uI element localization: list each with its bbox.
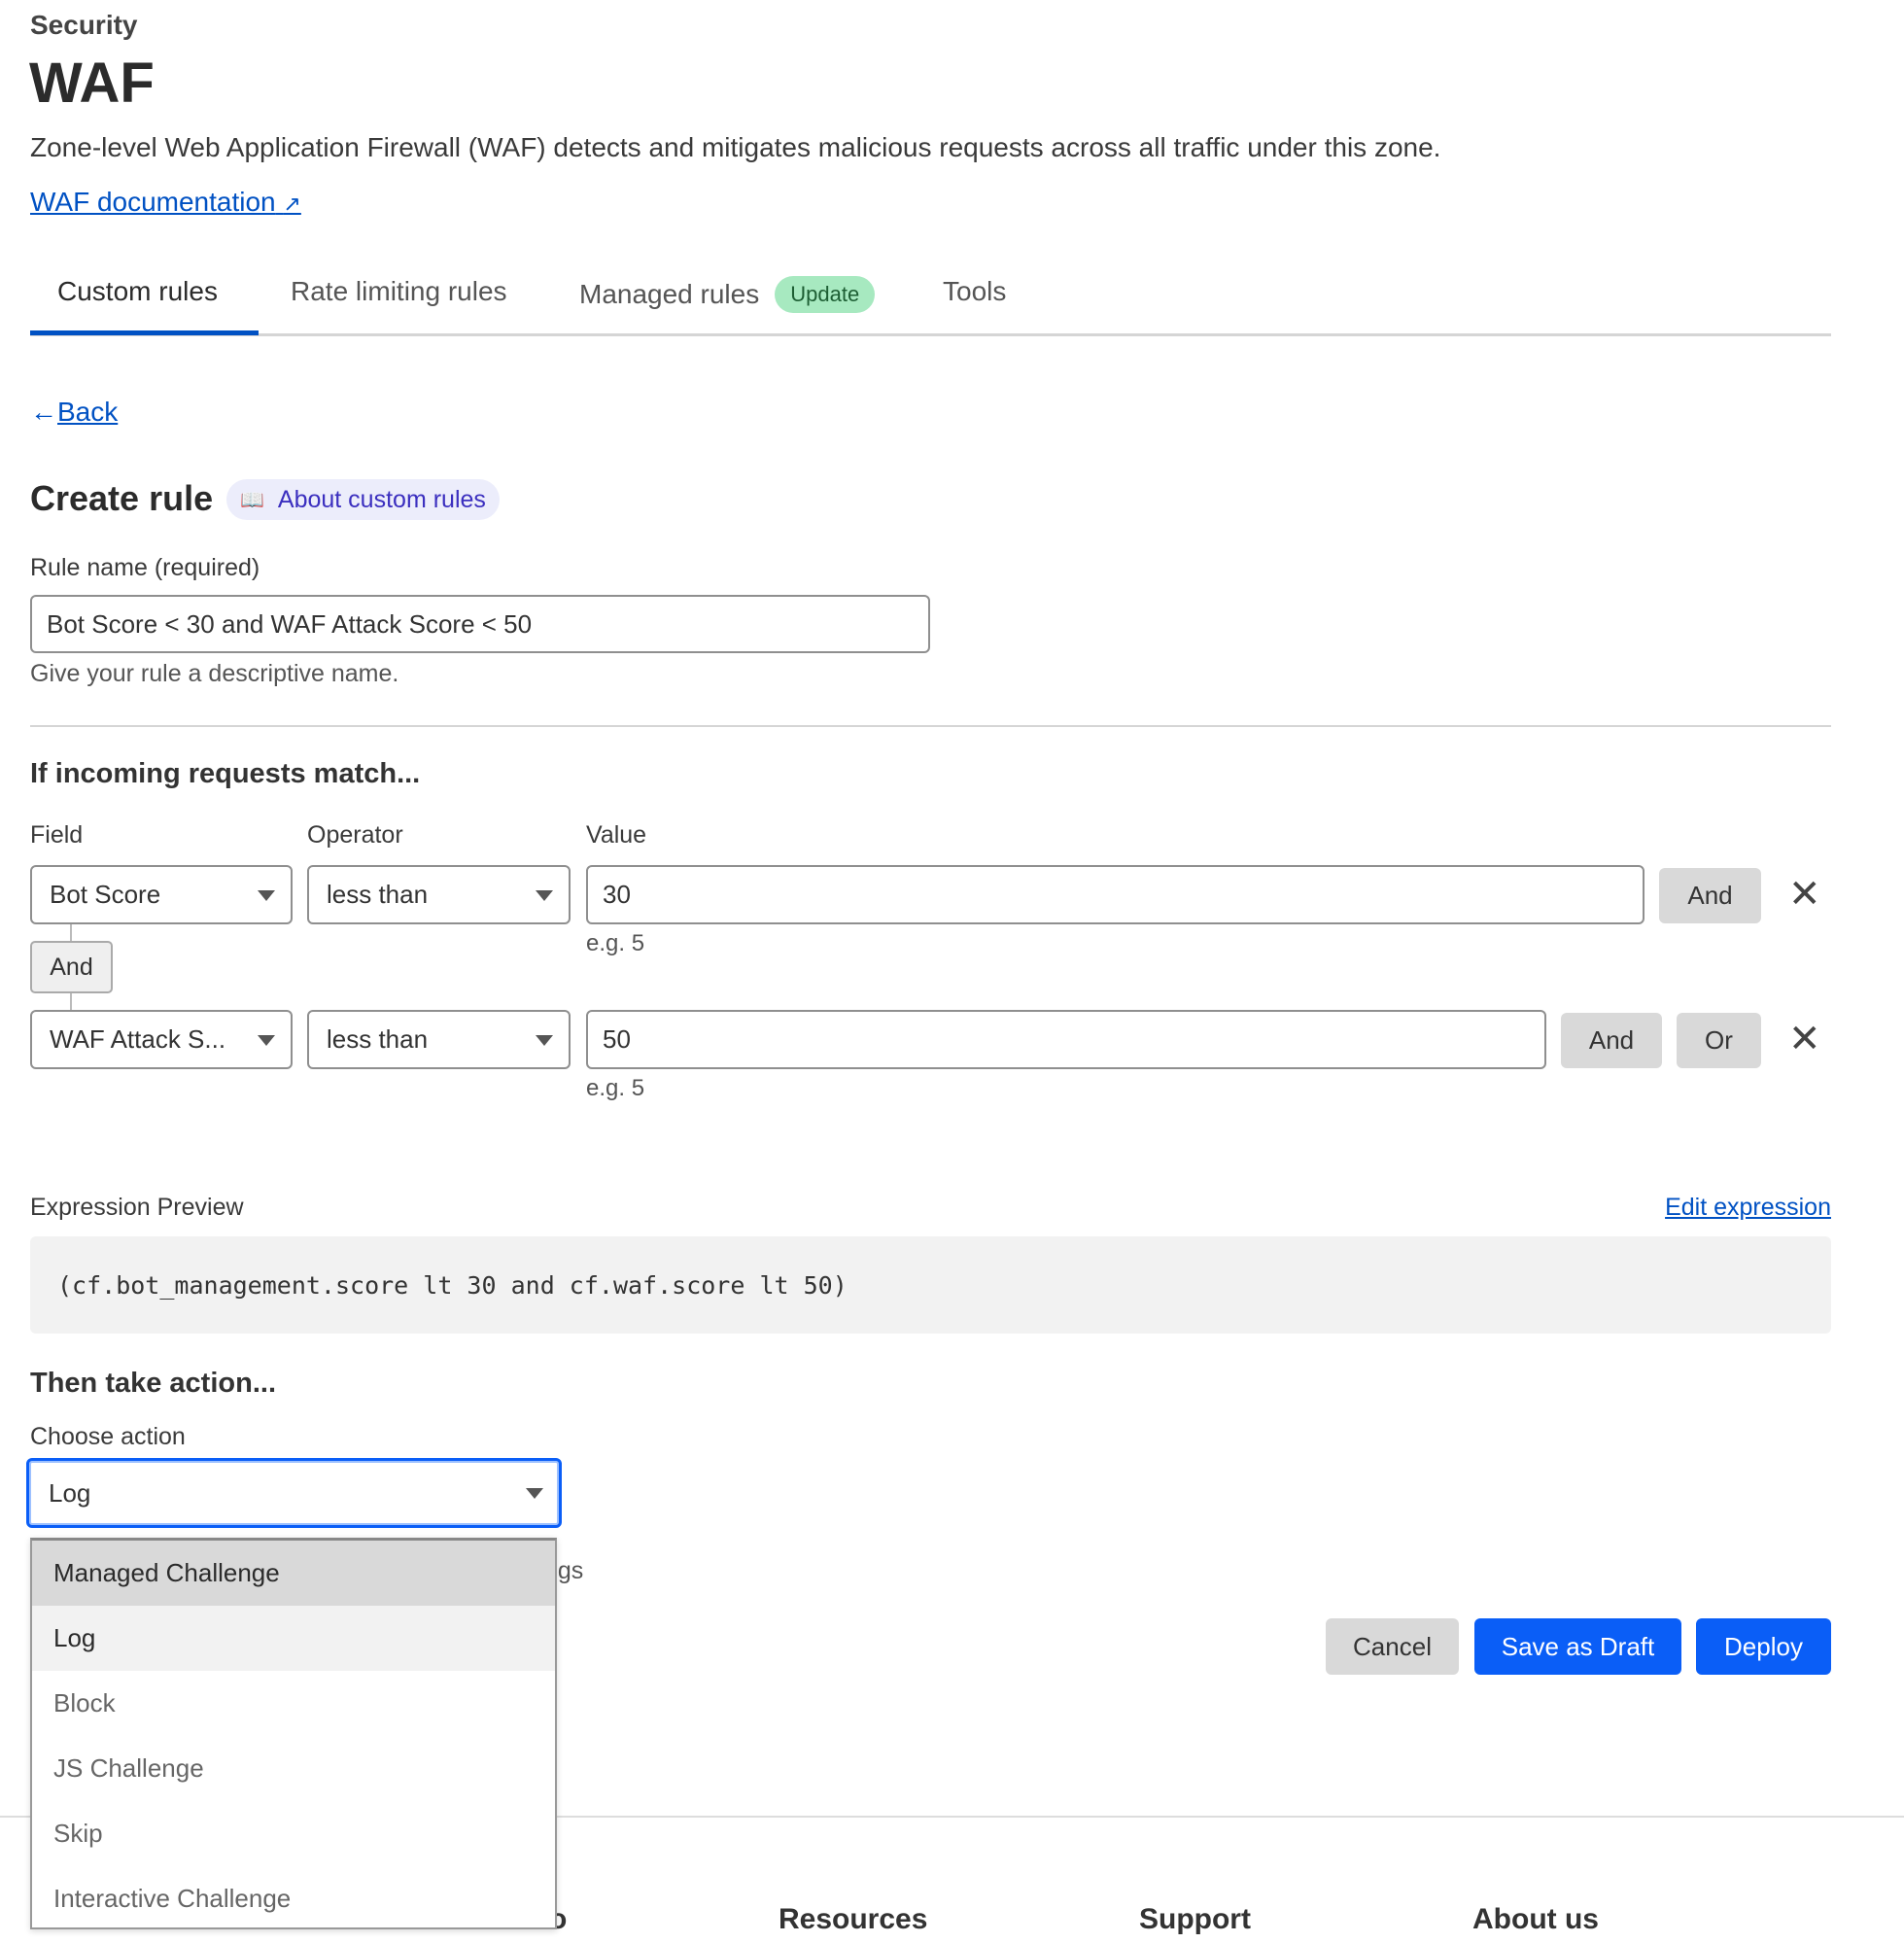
remove-condition-1-close-icon[interactable]: ✕ bbox=[1788, 873, 1821, 916]
waf-documentation-link[interactable]: WAF documentation ↗ bbox=[30, 187, 301, 218]
match-heading: If incoming requests match... bbox=[30, 758, 421, 789]
doc-link-label: WAF documentation bbox=[30, 187, 276, 217]
footer-divider bbox=[0, 1816, 1904, 1818]
about-label: About custom rules bbox=[277, 485, 486, 513]
action-dropdown-menu: Managed Challenge Log Block JS Challenge… bbox=[30, 1538, 557, 1929]
action-heading: Then take action... bbox=[30, 1368, 276, 1399]
option-skip[interactable]: Skip bbox=[53, 1819, 103, 1848]
edit-expression-link[interactable]: Edit expression bbox=[1665, 1194, 1831, 1221]
or-button-2[interactable]: Or bbox=[1677, 1013, 1761, 1068]
tab-managed-rules[interactable]: Managed rules Update bbox=[579, 276, 876, 313]
create-rule-heading: Create rule bbox=[30, 478, 214, 518]
remove-condition-2-close-icon[interactable]: ✕ bbox=[1788, 1018, 1821, 1060]
field-column-label: Field bbox=[30, 821, 84, 849]
rule-name-input[interactable]: Bot Score < 30 and WAF Attack Score < 50 bbox=[30, 595, 930, 653]
footer-heading-resources: Resources bbox=[779, 1903, 928, 1935]
arrow-left-icon: ← bbox=[30, 397, 57, 427]
section-divider bbox=[30, 725, 1831, 727]
action-select[interactable]: Log bbox=[26, 1458, 562, 1528]
option-log[interactable]: Log bbox=[32, 1606, 555, 1671]
page-description: Zone-level Web Application Firewall (WAF… bbox=[30, 132, 1441, 162]
tabs-divider bbox=[30, 333, 1831, 336]
chevron-down-icon bbox=[536, 889, 553, 901]
field-select-2[interactable]: WAF Attack S... bbox=[30, 1010, 293, 1069]
footer-heading-about-us: About us bbox=[1472, 1903, 1599, 1935]
back-link[interactable]: ←Back bbox=[30, 397, 118, 428]
operator-value: less than bbox=[327, 880, 429, 909]
value-input-1[interactable]: 30 bbox=[586, 865, 1644, 924]
chevron-down-icon bbox=[258, 1034, 275, 1046]
tab-rate-limiting-rules[interactable]: Rate limiting rules bbox=[291, 276, 507, 306]
page-title: WAF bbox=[29, 52, 155, 115]
option-interactive-challenge[interactable]: Interactive Challenge bbox=[53, 1884, 292, 1913]
tab-managed-rules-label: Managed rules bbox=[579, 279, 760, 309]
book-icon: 📖 bbox=[240, 489, 264, 511]
option-block[interactable]: Block bbox=[53, 1688, 116, 1717]
deploy-button[interactable]: Deploy bbox=[1696, 1618, 1831, 1675]
field-value: WAF Attack S... bbox=[50, 1024, 226, 1054]
value-input-2[interactable]: 50 bbox=[586, 1010, 1546, 1069]
tab-tools[interactable]: Tools bbox=[943, 276, 1007, 306]
cancel-button[interactable]: Cancel bbox=[1326, 1618, 1459, 1675]
rule-name-helper: Give your rule a descriptive name. bbox=[30, 660, 399, 687]
tab-custom-rules[interactable]: Custom rules bbox=[57, 276, 218, 306]
active-tab-indicator bbox=[30, 330, 259, 335]
action-selected-value: Log bbox=[49, 1477, 91, 1508]
option-js-challenge[interactable]: JS Challenge bbox=[53, 1753, 204, 1783]
expression-preview-code: (cf.bot_management.score lt 30 and cf.wa… bbox=[30, 1236, 1831, 1334]
about-custom-rules-link[interactable]: 📖 About custom rules bbox=[226, 479, 500, 520]
option-managed-challenge[interactable]: Managed Challenge bbox=[32, 1541, 555, 1606]
save-as-draft-button[interactable]: Save as Draft bbox=[1474, 1618, 1681, 1675]
value-hint-2: e.g. 5 bbox=[586, 1075, 645, 1101]
operator-column-label: Operator bbox=[307, 821, 403, 849]
expression-preview-label: Expression Preview bbox=[30, 1194, 244, 1221]
footer-heading-support: Support bbox=[1139, 1903, 1251, 1935]
field-select-1[interactable]: Bot Score bbox=[30, 865, 293, 924]
chevron-down-icon bbox=[526, 1488, 543, 1499]
operator-select-1[interactable]: less than bbox=[307, 865, 571, 924]
and-connector-badge: And bbox=[30, 941, 113, 993]
external-link-icon: ↗ bbox=[283, 191, 301, 216]
value-hint-1: e.g. 5 bbox=[586, 930, 645, 956]
breadcrumb-section: Security bbox=[30, 10, 138, 40]
value-column-label: Value bbox=[586, 821, 647, 849]
and-button-2[interactable]: And bbox=[1561, 1013, 1662, 1068]
and-button-1[interactable]: And bbox=[1659, 868, 1761, 923]
back-label: Back bbox=[57, 397, 119, 427]
choose-action-label: Choose action bbox=[30, 1423, 186, 1450]
operator-select-2[interactable]: less than bbox=[307, 1010, 571, 1069]
update-badge: Update bbox=[775, 276, 876, 313]
field-value: Bot Score bbox=[50, 880, 161, 909]
chevron-down-icon bbox=[536, 1034, 553, 1046]
rule-name-label: Rule name (required) bbox=[30, 554, 260, 581]
chevron-down-icon bbox=[258, 889, 275, 901]
operator-value: less than bbox=[327, 1024, 429, 1054]
